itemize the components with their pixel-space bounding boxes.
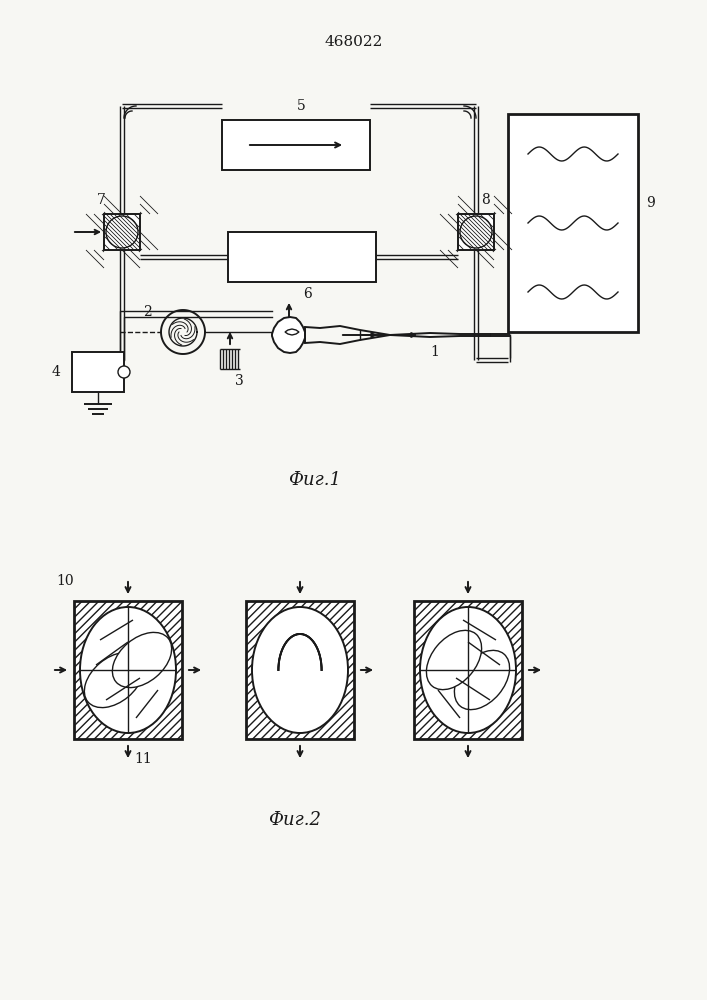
Text: Фиг.1: Фиг.1: [288, 471, 341, 489]
Ellipse shape: [420, 607, 516, 733]
Text: 1: 1: [430, 345, 439, 359]
Text: 11: 11: [134, 752, 152, 766]
Text: 2: 2: [143, 305, 152, 319]
Circle shape: [118, 366, 130, 378]
Ellipse shape: [112, 632, 172, 688]
Ellipse shape: [84, 652, 144, 708]
Text: Фиг.2: Фиг.2: [269, 811, 322, 829]
Bar: [72, 352, 124, 392]
Text: 5: 5: [297, 99, 305, 113]
Text: 10: 10: [56, 574, 74, 588]
Text: 3: 3: [235, 374, 244, 388]
Bar: [222, 120, 370, 170]
Bar: [246, 601, 354, 739]
Bar: [246, 601, 354, 739]
Ellipse shape: [252, 607, 348, 733]
Text: 6: 6: [303, 287, 311, 301]
Text: 9: 9: [646, 196, 655, 210]
Bar: [414, 601, 522, 739]
Bar: [74, 601, 182, 739]
Text: 7: 7: [97, 193, 106, 207]
Ellipse shape: [426, 630, 481, 690]
Bar: [414, 601, 522, 739]
Polygon shape: [272, 317, 305, 353]
Ellipse shape: [80, 607, 176, 733]
Bar: [458, 214, 494, 250]
Text: 468022: 468022: [325, 35, 383, 49]
Text: 4: 4: [51, 365, 60, 379]
Bar: [74, 601, 182, 739]
Bar: [228, 232, 376, 282]
Bar: [104, 214, 140, 250]
Ellipse shape: [455, 650, 510, 710]
Polygon shape: [285, 329, 299, 335]
Bar: [508, 114, 638, 332]
Text: 8: 8: [481, 193, 490, 207]
